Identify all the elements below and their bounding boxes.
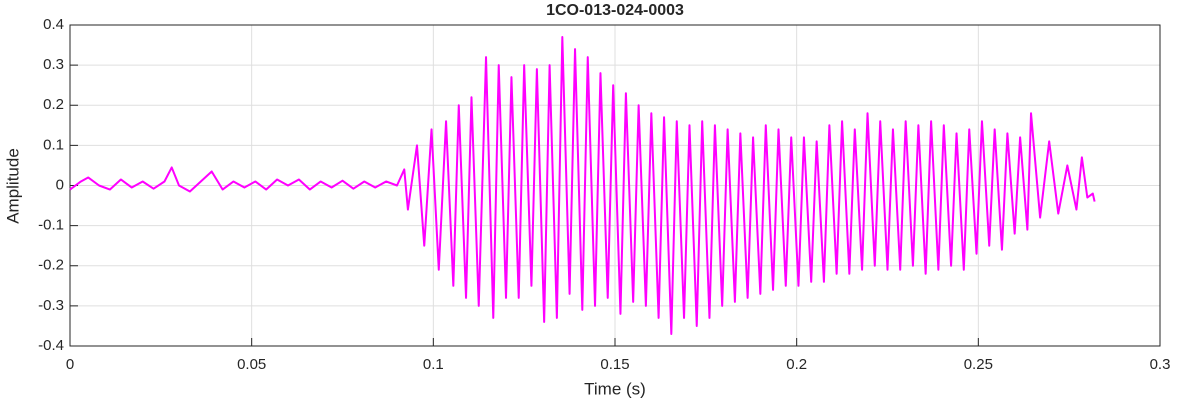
chart-title: 1CO-013-024-0003 [546,2,684,19]
y-tick-label: 0.2 [43,96,64,113]
waveform-line [69,36,1096,335]
x-tick-label: 0.05 [237,356,266,373]
x-tick-label: 0 [66,356,74,373]
y-tick-label: 0 [56,176,64,193]
x-tick-label: 0.3 [1150,356,1171,373]
x-tick-label: 0.1 [423,356,444,373]
y-tick-label: 0.1 [43,136,64,153]
x-tick-label: 0.15 [600,356,629,373]
x-tick-label: 0.25 [964,356,993,373]
y-tick-label: -0.4 [38,337,64,354]
y-axis-label: Amplitude [3,148,22,224]
y-tick-label: -0.1 [38,217,64,234]
y-tick-label: 0.4 [43,16,64,33]
y-tick-label: -0.3 [38,297,64,314]
x-axis-label: Time (s) [584,379,646,398]
plot-frame [69,24,1161,347]
y-tick-label: 0.3 [43,56,64,73]
y-tick-label: -0.2 [38,257,64,274]
x-tick-label: 0.2 [786,356,807,373]
